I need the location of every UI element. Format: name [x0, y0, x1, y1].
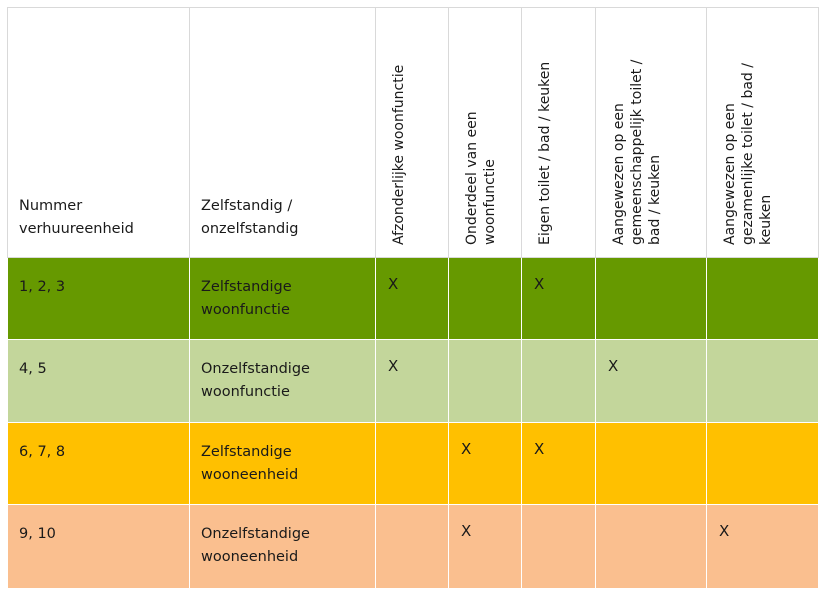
row-mark-cell: [449, 258, 522, 340]
row-type-line: Onzelfstandige: [201, 361, 310, 377]
row-mark-cell: X: [449, 423, 522, 505]
row-mark-cell: X: [376, 258, 449, 340]
row-nummer-cell: 4, 5: [7, 340, 190, 423]
header-zelfstandig-line1: Zelfstandig /: [201, 198, 293, 214]
header-onderdeel: Onderdeel van een woonfunctie: [449, 7, 522, 258]
row-type-line: wooneenheid: [201, 467, 299, 483]
header-nummer: Nummer verhuureenheid: [7, 7, 190, 258]
row-mark-cell: [707, 258, 819, 340]
row-type-cell: Zelfstandige woonfunctie: [190, 258, 376, 340]
row-nummer-cell: 1, 2, 3: [7, 258, 190, 340]
header-onderdeel-line1: Onderdeel van een: [464, 111, 480, 245]
row-mark-cell: [707, 423, 819, 505]
row-nummer-cell: 6, 7, 8: [7, 423, 190, 505]
row-mark: X: [534, 275, 545, 293]
row-mark-cell: [707, 340, 819, 423]
row-mark-cell: X: [449, 505, 522, 589]
header-eigen-line1: Eigen toilet / bad / keuken: [537, 61, 553, 245]
row-nummer: 9, 10: [19, 526, 56, 542]
row-mark-cell: X: [707, 505, 819, 589]
header-onderdeel-line2: woonfunctie: [482, 159, 498, 245]
header-nummer-line2: verhuureenheid: [19, 221, 134, 237]
header-gemeenschappelijk: Aangewezen op een gemeenschappelijk toil…: [596, 7, 707, 258]
header-afzonderlijke: Afzonderlijke woonfunctie: [376, 7, 449, 258]
header-eigen: Eigen toilet / bad / keuken: [522, 7, 596, 258]
row-mark-cell: X: [522, 258, 596, 340]
row-type: Zelfstandige woonfunctie: [201, 276, 292, 322]
row-type-line: wooneenheid: [201, 549, 299, 565]
header-gemeenschappelijk-line2: gemeenschappelijk toilet /: [629, 59, 645, 245]
row-type-line: Onzelfstandige: [201, 526, 310, 542]
header-afzonderlijke-line1: Afzonderlijke woonfunctie: [391, 64, 407, 245]
header-zelfstandig-line2: onzelfstandig: [201, 221, 299, 237]
row-mark-cell: X: [376, 340, 449, 423]
row-mark-cell: X: [522, 423, 596, 505]
header-gezamenlijke-line3: keuken: [758, 194, 774, 245]
header-nummer-line1: Nummer: [19, 198, 83, 214]
row-type-line: woonfunctie: [201, 384, 290, 400]
row-mark: X: [461, 440, 472, 458]
header-gezamenlijke-line1: Aangewezen op een: [722, 103, 738, 245]
row-type-line: Zelfstandige: [201, 444, 292, 460]
row-mark: X: [388, 357, 399, 375]
row-mark-cell: [522, 340, 596, 423]
row-type: Onzelfstandige wooneenheid: [201, 523, 310, 569]
row-nummer: 6, 7, 8: [19, 444, 66, 460]
row-nummer: 4, 5: [19, 361, 47, 377]
header-gezamenlijke-line2: gezamenlijke toilet / bad /: [740, 63, 756, 245]
row-mark: X: [388, 275, 399, 293]
row-mark-cell: X: [596, 340, 707, 423]
row-mark-cell: [522, 505, 596, 589]
row-type-cell: Zelfstandige wooneenheid: [190, 423, 376, 505]
row-mark-cell: [376, 505, 449, 589]
row-mark: X: [608, 357, 619, 375]
header-gemeenschappelijk-line1: Aangewezen op een: [611, 103, 627, 245]
row-mark-cell: [596, 423, 707, 505]
header-gemeenschappelijk-line3: bad / keuken: [647, 154, 663, 245]
row-nummer-cell: 9, 10: [7, 505, 190, 589]
row-nummer: 1, 2, 3: [19, 279, 66, 295]
row-mark-cell: [376, 423, 449, 505]
row-mark-cell: [596, 258, 707, 340]
row-mark: X: [719, 522, 730, 540]
header-gezamenlijke: Aangewezen op een gezamenlijke toilet / …: [707, 7, 819, 258]
row-type-line: Zelfstandige: [201, 279, 292, 295]
row-type-line: woonfunctie: [201, 302, 290, 318]
row-mark-cell: [449, 340, 522, 423]
row-mark: X: [461, 522, 472, 540]
row-type-cell: Onzelfstandige wooneenheid: [190, 505, 376, 589]
housing-units-table: Nummer verhuureenheid Zelfstandig / onze…: [7, 7, 819, 589]
row-type-cell: Onzelfstandige woonfunctie: [190, 340, 376, 423]
row-type: Onzelfstandige woonfunctie: [201, 358, 310, 404]
header-zelfstandig: Zelfstandig / onzelfstandig: [190, 7, 376, 258]
row-mark-cell: [596, 505, 707, 589]
row-mark: X: [534, 440, 545, 458]
row-type: Zelfstandige wooneenheid: [201, 441, 298, 487]
